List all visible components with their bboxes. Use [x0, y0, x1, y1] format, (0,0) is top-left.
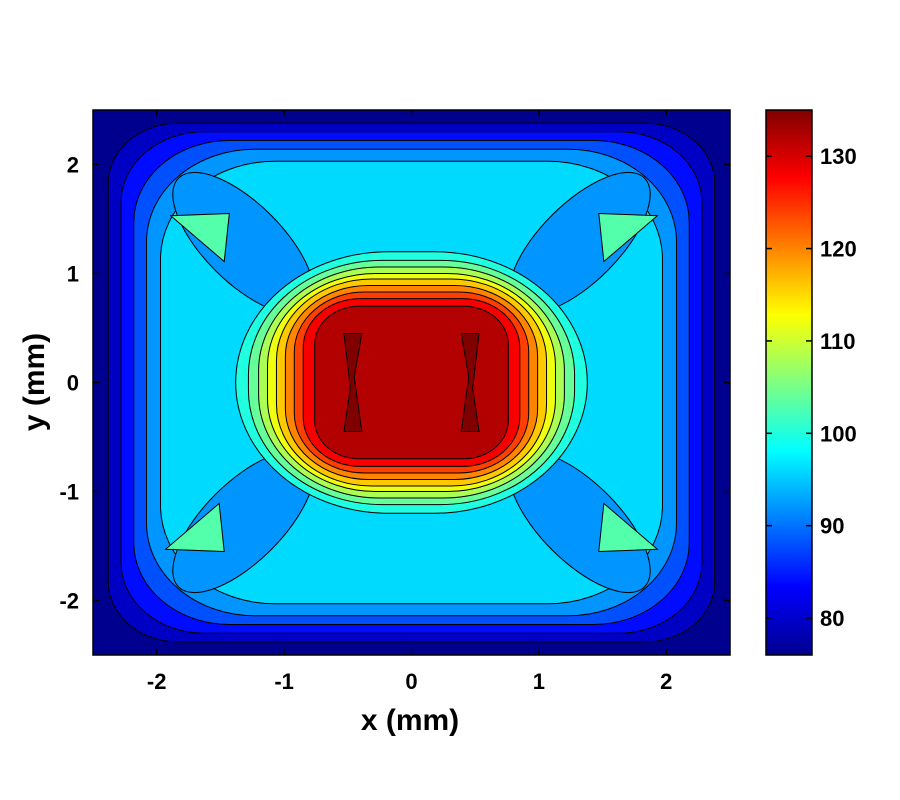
y-tick-label: 2 — [67, 153, 79, 178]
contour-core-8 — [314, 305, 509, 460]
plot-area — [92, 109, 731, 656]
x-axis-ticks: -2 -1 0 1 2 — [147, 110, 672, 694]
contour-island-3 — [598, 502, 659, 552]
y-axis-ticks: 2 1 0 -1 -2 — [59, 153, 730, 614]
y-tick-label: 0 — [67, 371, 79, 396]
x-axis-label: x (mm) — [361, 704, 459, 737]
colorbar-tick-label: 100 — [820, 421, 857, 446]
colorbar-tick-label: 130 — [820, 144, 857, 169]
contour-peak-spot-1 — [460, 332, 480, 433]
colorbar-tick-label: 80 — [820, 606, 844, 631]
x-tick-label: -2 — [147, 669, 167, 694]
contour-island-0 — [169, 213, 230, 263]
y-tick-label: 1 — [67, 262, 79, 287]
contour-island-2 — [164, 502, 225, 552]
x-tick-label: 0 — [405, 669, 417, 694]
x-tick-label: 1 — [533, 669, 545, 694]
contour-levels — [107, 122, 716, 643]
y-axis-label: y (mm) — [18, 333, 51, 431]
y-tick-label: -2 — [59, 589, 79, 614]
contour-peak-spot-0 — [343, 332, 363, 433]
colorbar-tick-label: 90 — [820, 514, 844, 539]
colorbar-tick-label: 120 — [820, 237, 857, 262]
contour-island-1 — [598, 213, 659, 263]
x-tick-label: -1 — [274, 669, 294, 694]
colorbar-gradient — [765, 109, 813, 656]
colorbar: 130 120 110 100 90 80 — [765, 109, 857, 656]
x-tick-label: 2 — [660, 669, 672, 694]
y-tick-label: -1 — [59, 480, 79, 505]
colorbar-ticks: 130 120 110 100 90 80 — [766, 144, 857, 631]
colorbar-tick-label: 110 — [820, 329, 856, 354]
